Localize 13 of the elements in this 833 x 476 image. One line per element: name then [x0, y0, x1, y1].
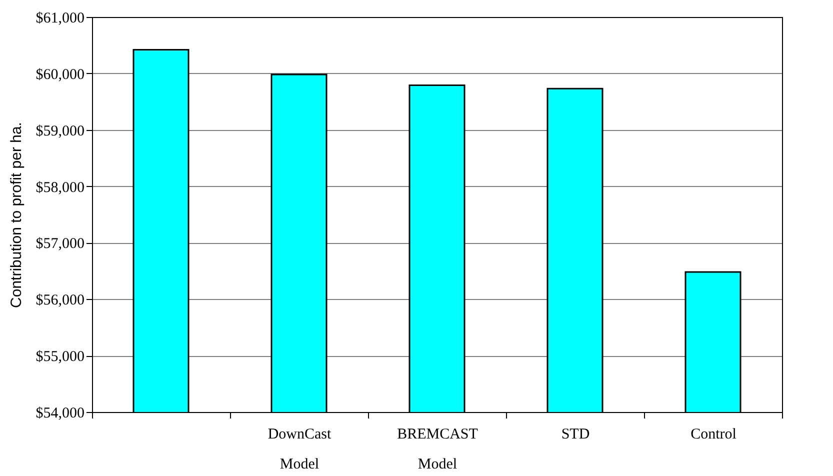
- y-tick-label: $55,000: [36, 349, 84, 366]
- x-tick-label: STD: [561, 426, 590, 442]
- x-tick-label: BREMCAST Model: [397, 426, 478, 472]
- y-axis-title: Contribution to profit per ha.: [8, 122, 25, 308]
- y-tick-label: $60,000: [36, 66, 84, 83]
- y-tick-label: $59,000: [36, 123, 84, 140]
- y-tick-label: $56,000: [36, 292, 84, 309]
- y-tick-label: $54,000: [36, 406, 84, 422]
- y-tick-label: $61,000: [36, 10, 84, 26]
- x-tick-label: Control: [690, 426, 736, 442]
- y-tick-label: $58,000: [36, 180, 84, 196]
- y-tick-label: $57,000: [36, 236, 84, 252]
- x-tick-label: DownCast Model: [268, 426, 332, 472]
